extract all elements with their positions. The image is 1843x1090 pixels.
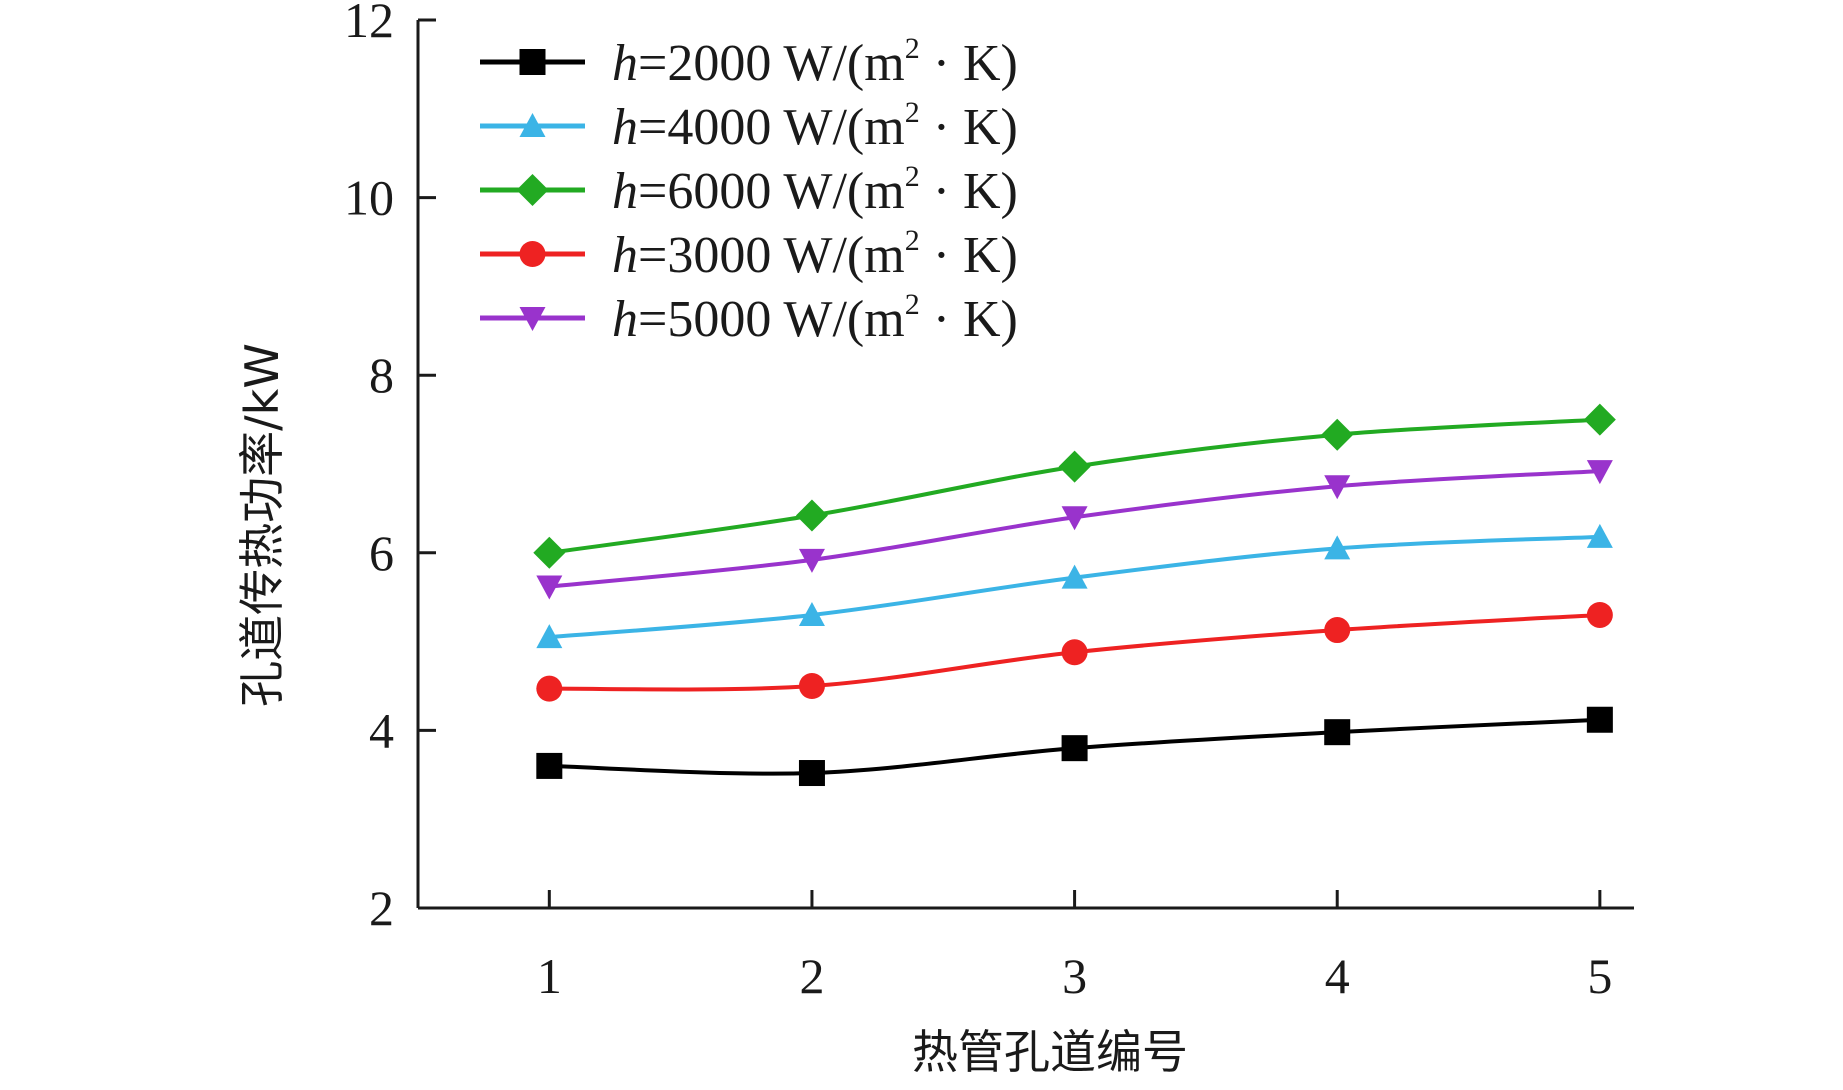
- x-tick-label: 2: [799, 948, 824, 1004]
- series-5: [536, 460, 1613, 600]
- series-4: [536, 601, 1613, 702]
- legend-entry: h=6000 W/(m2 · K): [480, 160, 1018, 220]
- x-tick-label: 4: [1325, 948, 1350, 1004]
- y-axis-title: 孔道传热功率/kW: [235, 343, 289, 707]
- legend-label: h=2000 W/(m2 · K): [612, 32, 1018, 92]
- data-point: [798, 601, 825, 626]
- series-1: [536, 706, 1613, 787]
- data-point: [798, 673, 825, 699]
- legend-marker: [519, 113, 546, 137]
- data-point: [536, 624, 563, 649]
- data-point: [1586, 601, 1613, 628]
- data-point: [1324, 475, 1351, 500]
- data-point: [1324, 617, 1351, 644]
- legend-label: h=5000 W/(m2 · K): [612, 288, 1018, 348]
- x-tick-label: 1: [537, 948, 562, 1004]
- legend-label: h=6000 W/(m2 · K): [612, 160, 1018, 220]
- data-point: [536, 575, 563, 600]
- data-point: [1321, 418, 1354, 451]
- legend-entry: h=5000 W/(m2 · K): [480, 288, 1018, 348]
- data-point: [798, 548, 825, 573]
- data-point: [1061, 735, 1088, 762]
- data-point: [533, 536, 566, 569]
- legend-entry: h=3000 W/(m2 · K): [480, 224, 1018, 284]
- x-tick-label: 5: [1587, 948, 1612, 1004]
- data-point: [795, 499, 828, 532]
- data-point: [536, 675, 563, 702]
- legend-marker: [519, 241, 546, 267]
- series-line: [549, 417, 1600, 555]
- legend-label: h=3000 W/(m2 · K): [612, 224, 1018, 284]
- data-point: [1586, 706, 1613, 733]
- x-tick-label: 3: [1062, 948, 1087, 1004]
- data-point: [1324, 535, 1351, 560]
- data-point: [1324, 719, 1351, 746]
- legend: h=2000 W/(m2 · K)h=4000 W/(m2 · K)h=6000…: [480, 32, 1018, 348]
- y-tick-label: 8: [369, 347, 394, 403]
- data-point: [1586, 460, 1613, 485]
- y-tick-label: 4: [369, 702, 394, 758]
- series-3: [533, 403, 1616, 569]
- legend-label: h=4000 W/(m2 · K): [612, 96, 1018, 156]
- series-lines: [533, 403, 1616, 787]
- legend-entry: h=4000 W/(m2 · K): [480, 96, 1018, 156]
- legend-marker: [519, 307, 546, 331]
- axes: [416, 20, 1634, 910]
- legend-marker: [516, 174, 549, 206]
- y-tick-label: 6: [369, 525, 394, 581]
- legend-entry: h=2000 W/(m2 · K): [480, 32, 1018, 92]
- data-point: [1583, 403, 1616, 436]
- legend-marker: [519, 49, 546, 75]
- data-point: [798, 760, 825, 787]
- y-tick-label: 2: [369, 880, 394, 936]
- series-2: [536, 523, 1613, 649]
- data-point: [1061, 506, 1088, 531]
- y-tick-label: 12: [344, 0, 394, 48]
- data-point: [1058, 450, 1091, 483]
- data-point: [536, 752, 563, 779]
- data-point: [1586, 523, 1613, 548]
- x-axis-title: 热管孔道编号: [912, 1025, 1188, 1079]
- y-tick-label: 10: [344, 170, 394, 226]
- data-point: [1061, 564, 1088, 589]
- data-point: [1061, 639, 1088, 666]
